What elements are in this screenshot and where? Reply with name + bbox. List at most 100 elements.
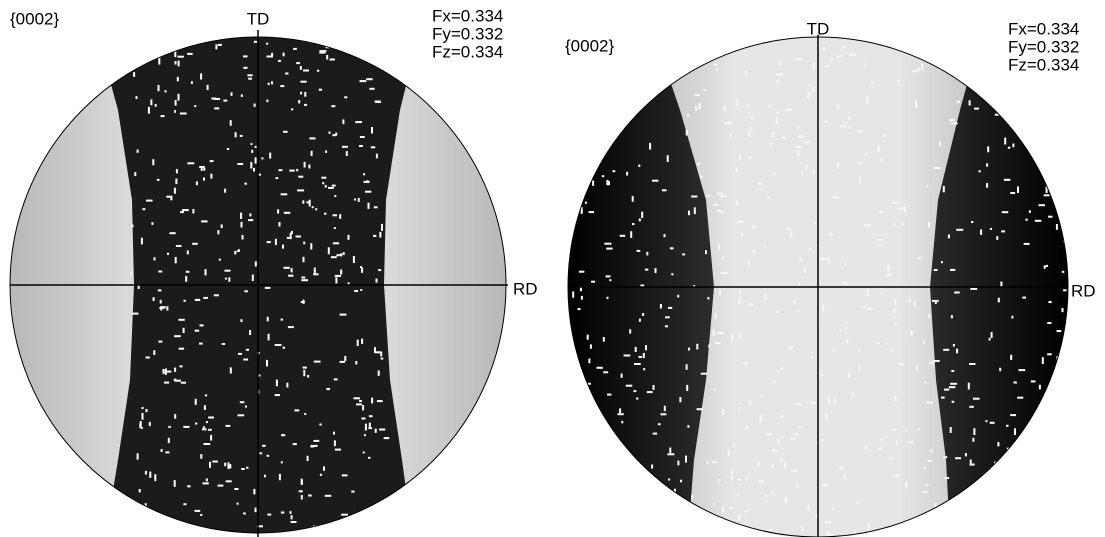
speckle <box>1063 289 1067 292</box>
speckle <box>278 59 281 62</box>
speckle <box>174 110 176 113</box>
speckle <box>645 345 647 351</box>
speckle <box>1001 230 1006 233</box>
speckle <box>665 316 670 319</box>
speckle <box>138 489 141 493</box>
speckle <box>722 409 725 415</box>
speckle <box>572 291 575 298</box>
speckle <box>378 55 381 60</box>
speckle <box>306 201 311 204</box>
speckle <box>1024 133 1027 139</box>
speckle <box>179 365 183 368</box>
speckle <box>218 258 221 261</box>
speckle <box>177 93 180 101</box>
speckle <box>978 500 981 502</box>
speckle <box>300 495 303 500</box>
speckle <box>661 189 667 192</box>
speckle <box>313 360 321 363</box>
speckle <box>929 42 934 45</box>
speckle <box>964 453 967 457</box>
speckle <box>214 107 220 110</box>
speckle <box>375 278 378 283</box>
speckle <box>606 247 613 250</box>
fraction: Fy=0.332 <box>432 24 503 43</box>
speckle <box>775 73 783 76</box>
speckle <box>825 65 830 68</box>
top-label: TD <box>247 9 270 28</box>
speckle <box>282 244 284 249</box>
speckle <box>290 268 293 273</box>
speckle <box>1060 122 1063 130</box>
speckle <box>927 314 930 318</box>
speckle <box>382 513 385 516</box>
speckle <box>158 340 163 343</box>
speckle <box>598 468 601 475</box>
speckle <box>809 401 817 404</box>
speckle <box>865 445 867 451</box>
speckle <box>664 325 668 328</box>
speckle <box>668 478 671 481</box>
speckle <box>669 247 674 250</box>
speckle <box>880 438 885 441</box>
speckle <box>365 190 372 193</box>
speckle <box>375 153 378 159</box>
speckle <box>150 99 153 106</box>
speckle <box>908 298 911 303</box>
speckle <box>989 421 995 424</box>
speckle <box>183 299 186 302</box>
speckle <box>745 476 748 481</box>
speckle <box>333 431 335 435</box>
speckle <box>825 413 828 420</box>
speckle <box>940 261 943 264</box>
speckle <box>716 332 724 335</box>
speckle <box>588 164 591 168</box>
speckle <box>606 296 609 299</box>
speckle <box>714 48 718 51</box>
speckle <box>249 330 252 335</box>
speckle <box>262 444 266 447</box>
speckle <box>688 210 690 216</box>
speckle <box>306 455 309 462</box>
speckle <box>897 80 901 83</box>
speckle <box>210 434 213 441</box>
speckle <box>1028 210 1031 213</box>
speckle <box>324 494 332 497</box>
speckle <box>739 333 741 339</box>
speckle <box>646 251 649 256</box>
speckle <box>187 162 195 165</box>
speckle <box>1012 143 1015 148</box>
speckle <box>378 269 382 272</box>
speckle <box>666 155 669 162</box>
speckle <box>687 114 690 117</box>
speckle <box>374 100 381 103</box>
speckle <box>668 306 673 309</box>
speckle <box>258 173 261 176</box>
speckle <box>266 42 269 45</box>
speckle <box>585 457 589 460</box>
speckle <box>285 72 289 75</box>
speckle <box>636 397 639 400</box>
speckle <box>905 428 908 432</box>
speckle <box>922 340 925 344</box>
speckle <box>1039 406 1042 409</box>
speckle <box>822 483 829 486</box>
speckle <box>170 195 173 201</box>
speckle <box>205 478 208 482</box>
speckle <box>380 357 384 360</box>
speckle <box>727 450 730 457</box>
speckle <box>864 224 871 227</box>
speckle <box>342 252 345 255</box>
speckle <box>169 232 176 235</box>
speckle <box>826 533 834 536</box>
speckle <box>289 511 292 514</box>
speckle <box>657 519 659 523</box>
speckle <box>1045 264 1049 267</box>
speckle <box>765 432 773 435</box>
speckle <box>948 65 951 68</box>
speckle <box>224 188 227 193</box>
speckle <box>204 394 208 397</box>
speckle <box>696 343 699 350</box>
speckle <box>649 142 652 150</box>
speckle <box>266 316 269 322</box>
speckle <box>777 438 780 444</box>
